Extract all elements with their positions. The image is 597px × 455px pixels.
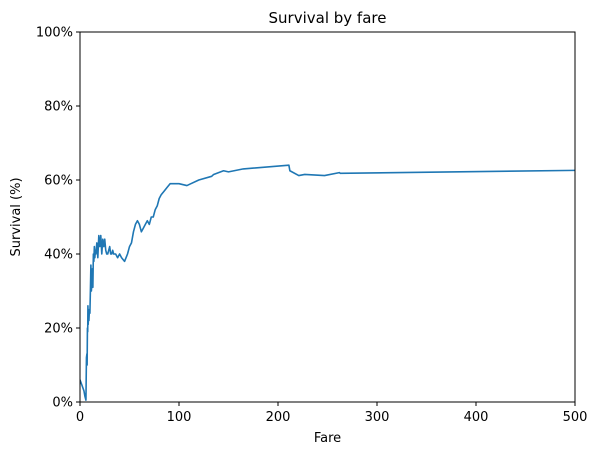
x-tick-label: 300 (365, 410, 390, 425)
x-tick-label: 0 (76, 410, 84, 425)
y-tick-label: 80% (44, 100, 73, 115)
y-tick-label: 60% (44, 174, 73, 189)
chart-title: Survival by fare (269, 9, 387, 27)
x-tick-label: 500 (563, 410, 588, 425)
y-axis: 0% 20% 40% 60% 80% 100% (36, 26, 80, 411)
x-tick-label: 400 (464, 410, 489, 425)
survival-series-line (80, 164, 575, 401)
plot-frame (79, 31, 576, 403)
x-axis: 0 100 200 300 400 500 (76, 402, 588, 425)
y-axis-title: Survival (%) (9, 177, 24, 256)
x-tick-label: 100 (167, 410, 192, 425)
x-axis-title: Fare (314, 431, 341, 446)
plot-area (80, 164, 575, 401)
y-tick-label: 0% (52, 396, 73, 411)
y-tick-label: 100% (36, 26, 73, 41)
y-tick-label: 40% (44, 248, 73, 263)
x-tick-label: 200 (266, 410, 291, 425)
y-tick-label: 20% (44, 322, 73, 337)
